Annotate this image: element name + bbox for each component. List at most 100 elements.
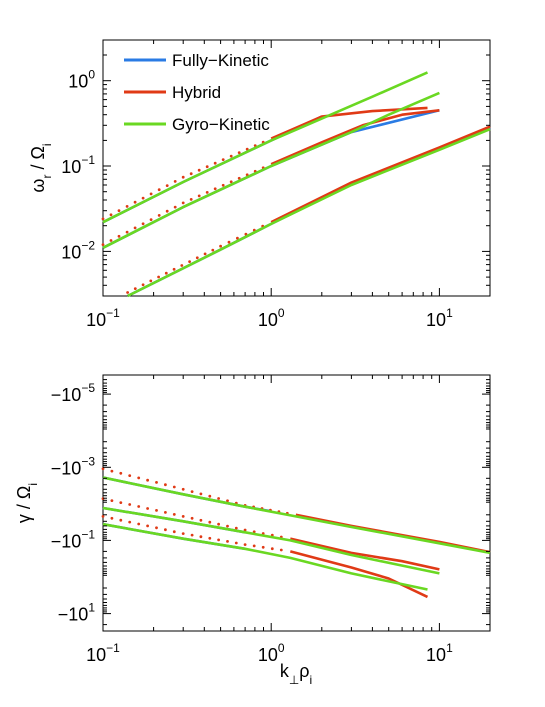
bottom-series-hybrid-line-6 [290, 537, 440, 571]
series-point [128, 520, 132, 524]
top-ticks-group: 10−1 100 101 10−2 10−1 100 [61, 40, 490, 330]
series-point [252, 544, 256, 548]
x-tick-label: 101 [426, 641, 453, 665]
top-series-gyro-kinetic-line-11 [127, 127, 491, 298]
series-point [237, 151, 241, 155]
series-point [146, 524, 150, 528]
series-point [165, 184, 169, 188]
series-point [181, 487, 185, 491]
series-point [234, 526, 238, 530]
ylabel-omega: ω [28, 179, 48, 193]
series-point [190, 516, 194, 520]
bottom-series-gyro-kinetic-line-9 [102, 476, 491, 555]
series-point [189, 198, 193, 201]
ylabel-gamma: γ [14, 514, 34, 523]
series-point [181, 201, 185, 205]
series-point [137, 505, 141, 508]
ylabel-omega-sub: r [40, 175, 54, 179]
series-point [137, 476, 141, 480]
series-point [119, 471, 123, 475]
series-point [164, 528, 167, 532]
series-point [199, 535, 203, 539]
series-point [126, 291, 129, 294]
series-point [172, 267, 176, 271]
series-point [109, 213, 113, 217]
series-point [234, 541, 238, 545]
series-point [237, 176, 241, 180]
series-point [181, 175, 185, 179]
xlabel-k: k [280, 661, 290, 681]
series-point [188, 260, 192, 263]
y-tick-label: −10−1 [51, 527, 96, 551]
ylabel-gamma-omega-i: Ω [14, 486, 34, 499]
series-point [227, 240, 231, 244]
series-point [173, 180, 177, 183]
series-point [128, 474, 132, 477]
series-point [157, 275, 161, 279]
series-point [172, 530, 176, 534]
series-point [197, 168, 201, 172]
series-point [226, 540, 229, 543]
series-point [219, 244, 223, 248]
top-y-axis-label: ωr / Ωi [28, 143, 54, 192]
series-point [221, 158, 225, 162]
series-point [208, 536, 212, 540]
series-point [157, 188, 161, 192]
y-tick-label: −10−5 [51, 381, 96, 405]
top-series-hybrid-line-8 [270, 125, 491, 224]
series-point [149, 218, 153, 222]
top-series-gyro-kinetic-line-9 [102, 71, 429, 224]
series-point [110, 516, 114, 520]
series-point [141, 283, 145, 287]
bottom-plot-frame [102, 374, 491, 632]
bottom-x-axis-label: k⊥ρi [280, 661, 312, 687]
series-point [205, 165, 209, 169]
xlabel-k-sub: ⊥ [289, 673, 299, 687]
series-point [110, 469, 114, 473]
series-point [149, 279, 153, 283]
series-point [229, 154, 233, 158]
bottom-series-hybrid-line-8 [289, 550, 429, 599]
y-tick-label: 10−1 [61, 153, 95, 177]
series-point [243, 543, 247, 546]
xlabel-rho-sub: i [310, 673, 313, 687]
series-point [211, 248, 215, 252]
series-point [119, 501, 123, 504]
series-point [208, 520, 212, 524]
y-tick-label: −101 [58, 601, 96, 625]
series-point [213, 187, 217, 191]
series-point [164, 483, 167, 487]
series-point [157, 214, 161, 217]
series-point [197, 194, 201, 198]
series-point [133, 287, 137, 290]
series-point [125, 230, 129, 234]
x-tick-label: 10−1 [86, 641, 120, 665]
series-point [279, 548, 283, 552]
top-panel: 10−1 100 101 10−2 10−1 100 ωr / Ωi Fully−Kine… [28, 39, 491, 330]
top-series-hybrid-dotted-5 [101, 166, 265, 247]
series-point [180, 264, 184, 267]
series-point [226, 499, 229, 503]
top-series-hybrid-line-6 [270, 109, 440, 166]
bottom-series-group [101, 467, 491, 599]
series-point [101, 217, 105, 221]
x-tick-label: 101 [426, 306, 453, 330]
series-point [146, 478, 150, 482]
legend-label-hybrid: Hybrid [172, 83, 221, 102]
x-tick-label: 100 [258, 306, 285, 330]
bottom-series-hybrid-dotted-5 [101, 497, 283, 539]
legend-label-gyro-kinetic: Gyro−Kinetic [172, 115, 270, 134]
series-point [164, 271, 168, 275]
ylabel-gamma-sep: / [14, 499, 34, 514]
bottom-series-hybrid-dotted-7 [101, 515, 283, 552]
series-point [117, 209, 121, 213]
series-point [165, 209, 169, 213]
series-point [208, 494, 212, 498]
bottom-series-gyro-kinetic-line-10 [102, 506, 440, 575]
series-point [172, 513, 176, 516]
legend: Fully−Kinetic Hybrid Gyro−Kinetic [124, 51, 270, 134]
legend-label-fully-kinetic: Fully−Kinetic [172, 51, 269, 70]
series-point [229, 180, 233, 184]
series-point [217, 497, 221, 500]
series-point [199, 518, 203, 522]
